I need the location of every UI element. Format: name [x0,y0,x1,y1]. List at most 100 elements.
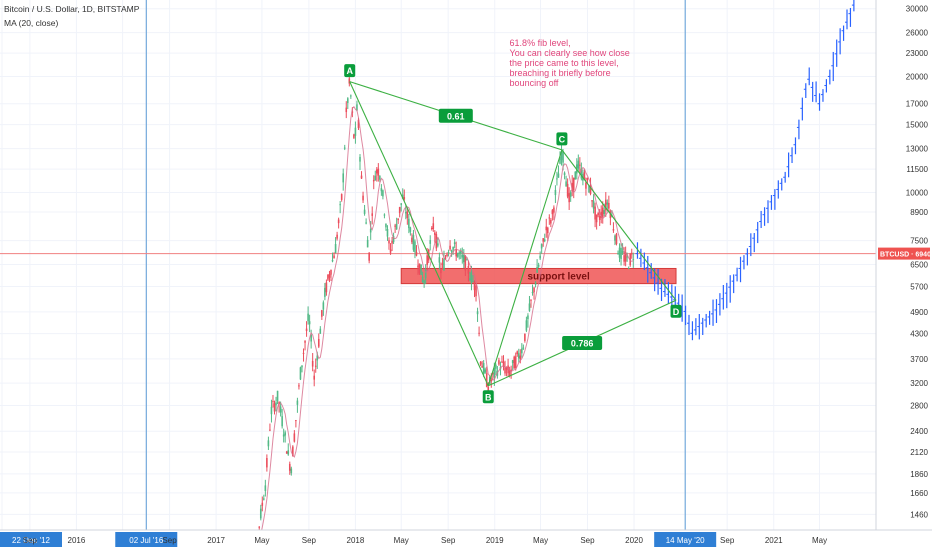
pattern-point-marker-d[interactable] [670,304,682,318]
ratio-badge[interactable] [438,108,473,123]
candle-body [566,183,569,197]
candle-body [282,434,285,437]
candle-body [266,458,268,468]
time-axis-highlight-tag[interactable] [115,532,178,547]
pattern-point-marker-c[interactable] [556,132,568,146]
price-axis-tick-label: 17000 [906,100,929,109]
candle-body [350,95,352,97]
candle-body [270,406,273,415]
price-axis-tick-label: 4900 [910,308,928,317]
candle-body [495,364,497,369]
candle-body [432,223,435,230]
candle-body [403,197,406,200]
support-zone-label: support level [527,272,589,283]
candle-body [369,228,372,233]
candle-body [501,361,503,363]
candle-body [592,200,595,209]
time-axis-tick-label: Sep [580,536,595,545]
price-axis-background [876,0,932,530]
candle-body [519,355,522,360]
candle-body [476,311,479,315]
candle-body [469,278,471,281]
candle-body [334,244,337,254]
candle-body [508,370,511,376]
candle-body [304,341,306,343]
time-axis-tick-label: 2019 [486,536,504,545]
ratio-badge[interactable] [562,336,603,351]
candle-body [348,78,351,84]
candle-body [383,214,386,216]
candle-body [627,267,630,269]
pattern-point-label: D [673,307,680,317]
candle-body [391,240,393,244]
time-axis-highlight-tag[interactable] [0,532,62,547]
annotation-text-line: You can clearly see how close [510,48,630,58]
candle-body [449,245,451,250]
candle-body [472,280,474,282]
candle-body [467,266,470,274]
symbol-title[interactable]: Bitcoin / U.S. Dollar, 1D, BITSTAMP [4,4,140,14]
candle-body [438,257,441,263]
candle-body [554,189,557,196]
candle-body [463,255,465,263]
pattern-line-cd [561,149,677,301]
pattern-point-marker-b[interactable] [482,390,494,404]
candle-body [340,194,343,200]
candle-body [360,175,363,179]
annotation-text-line: bouncing off [510,78,559,88]
candle-body [263,498,265,500]
candle-body [330,269,332,275]
candle-body [351,111,354,113]
candle-body [617,253,619,255]
indicator-label[interactable]: MA (20, close) [4,18,59,28]
candle-body [313,375,316,380]
candle-body [412,235,415,250]
candle-body [559,156,561,164]
candle-body [608,202,610,209]
candle-body [397,218,399,221]
candle-body [594,206,596,220]
pattern-point-marker-a[interactable] [344,64,356,78]
candle-body [295,420,297,422]
candle-body [331,259,334,262]
candle-body [401,194,404,199]
candle-body [324,287,326,297]
candle-body [359,156,361,162]
candle-body [311,360,314,367]
candle-body [287,450,290,455]
candle-body [452,247,454,250]
time-axis-tick-label: 2020 [625,536,643,545]
candle-body [615,233,618,245]
current-price-tag[interactable] [878,247,930,260]
ratio-label: 0.786 [571,339,594,349]
price-axis-tick-label: 1660 [910,489,928,498]
candle-body [342,173,345,183]
candle-body [527,315,529,320]
candle-body [624,252,627,262]
candle-body [346,98,349,103]
candle-body [612,229,615,231]
candle-body [386,228,389,237]
candle-body [479,361,482,365]
candle-body [531,292,534,294]
candle-body [513,356,515,369]
candle-body [490,379,493,382]
time-axis-tick-label: May [812,536,827,545]
ratio-label: 0.61 [447,111,465,121]
time-axis-highlight-tag[interactable] [654,532,717,547]
candle-body [618,247,621,258]
candle-body [626,256,628,258]
candle-body [537,264,540,267]
candle-body [434,232,436,235]
candle-body [430,228,433,230]
candle-body [409,227,412,232]
price-axis-tick-label: 3700 [910,355,928,364]
candle-body [475,286,477,297]
candle-body [365,222,367,224]
candle-body [485,373,488,387]
candle-body [272,401,274,403]
candle-body [258,526,261,528]
candle-body [437,243,439,246]
candle-body [398,207,401,214]
